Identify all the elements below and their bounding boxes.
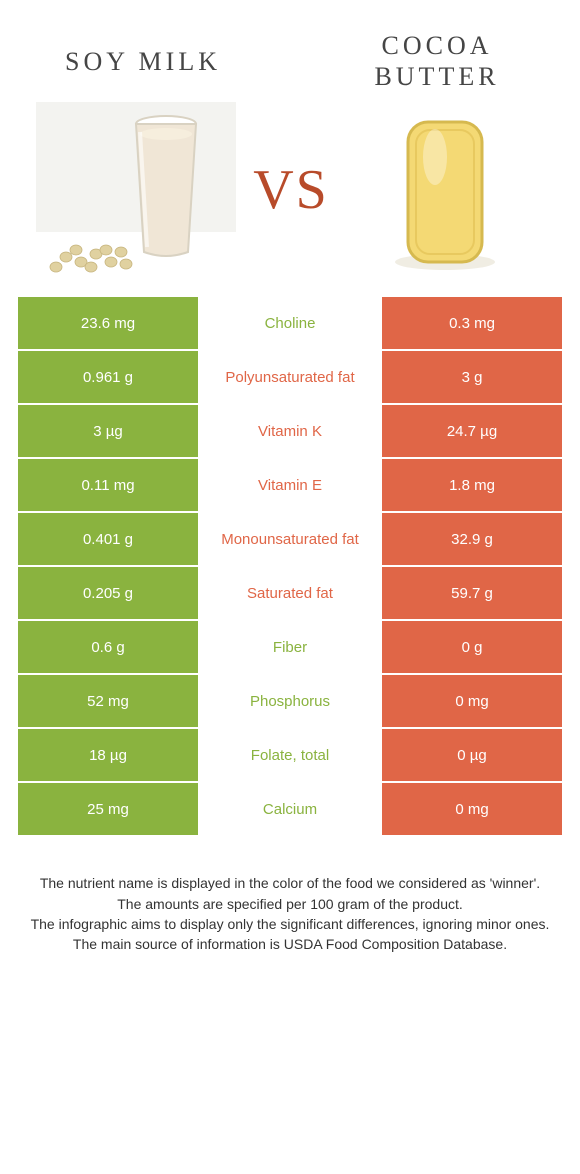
nutrient-name: Vitamin K <box>198 405 382 457</box>
table-row: 3 µgVitamin K24.7 µg <box>18 405 562 457</box>
table-row: 0.11 mgVitamin E1.8 mg <box>18 459 562 511</box>
butter-bar-icon <box>408 122 482 262</box>
right-value: 3 g <box>382 351 562 403</box>
footer-line: The main source of information is USDA F… <box>26 934 554 954</box>
table-row: 0.401 gMonounsaturated fat32.9 g <box>18 513 562 565</box>
nutrient-name: Phosphorus <box>198 675 382 727</box>
cocoa-butter-image <box>346 102 544 277</box>
table-row: 52 mgPhosphorus0 mg <box>18 675 562 727</box>
glass-icon <box>136 116 196 256</box>
right-value: 0 mg <box>382 675 562 727</box>
left-value: 52 mg <box>18 675 198 727</box>
nutrient-name: Calcium <box>198 783 382 835</box>
table-row: 18 µgFolate, total0 µg <box>18 729 562 781</box>
left-value: 3 µg <box>18 405 198 457</box>
left-value: 0.401 g <box>18 513 198 565</box>
footer-line: The amounts are specified per 100 gram o… <box>26 894 554 914</box>
right-food-title: COCOA BUTTER <box>330 30 544 92</box>
left-value: 0.6 g <box>18 621 198 673</box>
table-row: 0.205 gSaturated fat59.7 g <box>18 567 562 619</box>
right-value: 0 µg <box>382 729 562 781</box>
table-row: 0.6 gFiber0 g <box>18 621 562 673</box>
left-value: 0.11 mg <box>18 459 198 511</box>
comparison-table: 23.6 mgCholine0.3 mg0.961 gPolyunsaturat… <box>18 297 562 835</box>
nutrient-name: Choline <box>198 297 382 349</box>
footer-line: The nutrient name is displayed in the co… <box>26 873 554 893</box>
nutrient-name: Folate, total <box>198 729 382 781</box>
images-row: VS <box>16 102 564 297</box>
right-value: 0.3 mg <box>382 297 562 349</box>
vs-label: VS <box>236 158 346 222</box>
right-value: 0 mg <box>382 783 562 835</box>
table-row: 0.961 gPolyunsaturated fat3 g <box>18 351 562 403</box>
nutrient-name: Polyunsaturated fat <box>198 351 382 403</box>
left-value: 18 µg <box>18 729 198 781</box>
left-value: 0.205 g <box>18 567 198 619</box>
right-value: 59.7 g <box>382 567 562 619</box>
header: SOY MILK COCOA BUTTER <box>16 0 564 102</box>
footer-notes: The nutrient name is displayed in the co… <box>16 837 564 984</box>
nutrient-name: Fiber <box>198 621 382 673</box>
footer-line: The infographic aims to display only the… <box>26 914 554 934</box>
left-food-title: SOY MILK <box>36 46 250 77</box>
right-value: 1.8 mg <box>382 459 562 511</box>
left-value: 25 mg <box>18 783 198 835</box>
table-row: 23.6 mgCholine0.3 mg <box>18 297 562 349</box>
nutrient-name: Saturated fat <box>198 567 382 619</box>
right-value: 0 g <box>382 621 562 673</box>
nutrient-name: Vitamin E <box>198 459 382 511</box>
table-row: 25 mgCalcium0 mg <box>18 783 562 835</box>
right-value: 32.9 g <box>382 513 562 565</box>
left-value: 0.961 g <box>18 351 198 403</box>
soy-milk-image <box>36 102 236 277</box>
nutrient-name: Monounsaturated fat <box>198 513 382 565</box>
left-value: 23.6 mg <box>18 297 198 349</box>
right-value: 24.7 µg <box>382 405 562 457</box>
